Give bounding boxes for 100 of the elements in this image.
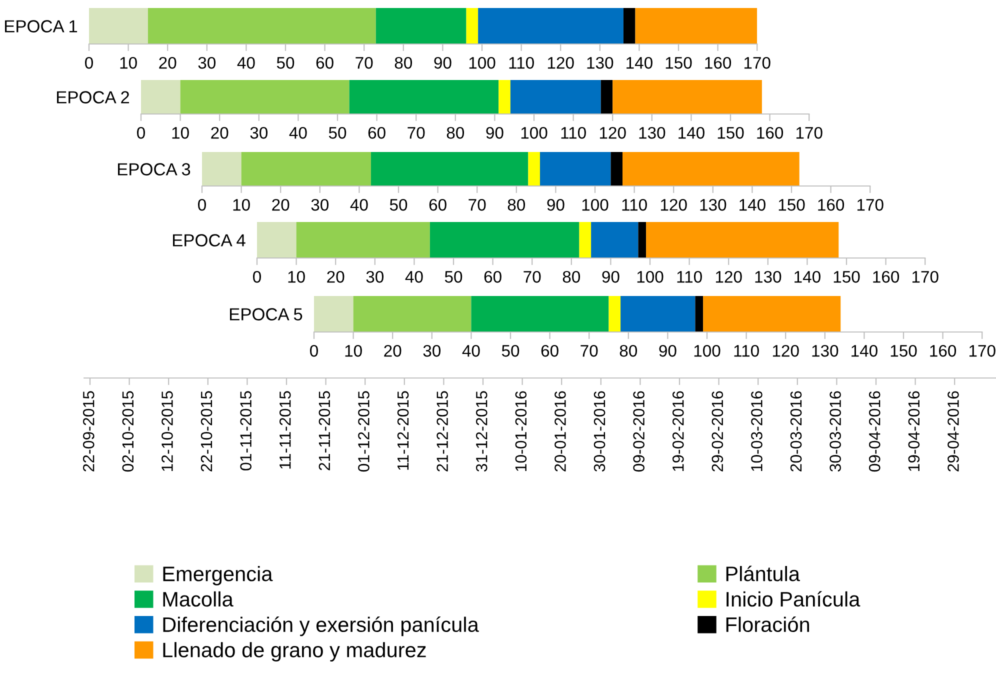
bar [466, 8, 478, 44]
bar [241, 152, 371, 186]
category-label: 12-10-2015 [162, 391, 173, 471]
category-label: 11-12-2015 [397, 391, 409, 470]
x-tick-label: 90 [547, 198, 564, 211]
bar [703, 296, 841, 332]
bar [622, 152, 800, 186]
x-tick-label: 130 [587, 56, 614, 69]
x-tick-label: 50 [390, 198, 408, 211]
x-tick-label: 130 [700, 198, 726, 211]
x-tick-label: 20 [384, 344, 402, 357]
bar [148, 8, 376, 44]
category-label: 10-03-2016 [751, 391, 762, 471]
x-tick-label: 10 [345, 344, 362, 357]
category-label: 29-02-2016 [712, 391, 724, 472]
x-tick-label: 40 [405, 270, 423, 283]
x-tick-label: 170 [796, 126, 822, 139]
x-tick-label: 170 [912, 270, 938, 283]
bar [612, 80, 762, 114]
x-tick-label: 50 [276, 56, 294, 69]
x-tick-label: 160 [930, 344, 956, 357]
bar [540, 152, 611, 186]
x-tick-label: 10 [172, 126, 189, 139]
legend-label: Diferenciación y exersión panícula [163, 616, 479, 636]
x-tick-label: 0 [310, 344, 318, 357]
x-tick-label: 130 [812, 344, 838, 357]
x-tick-label: 50 [502, 344, 520, 357]
bar [600, 80, 613, 114]
x-tick-label: 120 [772, 344, 799, 357]
bar [695, 296, 704, 332]
category-label: 01-12-2015 [358, 391, 370, 472]
x-tick-label: 110 [622, 198, 647, 211]
x-tick-label: 100 [582, 198, 608, 211]
legend-label: Macolla [163, 591, 234, 607]
x-tick-label: 150 [890, 344, 917, 357]
x-tick-label: 60 [368, 126, 386, 139]
x-tick-label: 160 [757, 126, 784, 139]
x-tick-label: 170 [857, 198, 884, 211]
x-tick-label: 120 [600, 126, 626, 139]
x-tick-label: 100 [637, 270, 664, 283]
bar [610, 152, 623, 186]
bar [314, 296, 354, 332]
x-tick-label: 100 [694, 344, 720, 357]
x-tick-label: 30 [366, 270, 384, 283]
legend-label: Inicio Panícula [726, 591, 860, 607]
bar [296, 222, 430, 258]
x-tick-label: 70 [408, 126, 425, 139]
bar [579, 222, 592, 258]
bar [635, 8, 758, 44]
bar [623, 8, 636, 44]
x-tick-label: 60 [541, 344, 558, 357]
x-tick-label: 60 [316, 56, 334, 69]
x-tick-label: 20 [211, 126, 228, 139]
x-tick-label: 40 [237, 56, 255, 69]
category-label: 19-02-2016 [672, 391, 684, 471]
category-label: 20-01-2016 [554, 391, 566, 472]
x-tick-label: 170 [969, 344, 996, 357]
bar [528, 152, 540, 186]
x-tick-label: 70 [356, 56, 373, 69]
x-tick-label: 70 [580, 344, 598, 357]
x-tick-label: 100 [469, 56, 496, 69]
category-label: 31-12-2015 [476, 391, 488, 472]
x-tick-label: 30 [250, 126, 268, 139]
x-tick-label: 80 [620, 344, 638, 357]
x-tick-label: 70 [468, 198, 486, 211]
category-label: 02-10-2015 [122, 391, 134, 472]
x-tick-label: 0 [253, 270, 261, 283]
x-tick-label: 140 [740, 198, 766, 211]
bar [608, 296, 621, 332]
legend-label: Llenado de grano y madurez [163, 642, 426, 662]
x-tick-label: 60 [429, 198, 446, 211]
x-tick-label: 170 [744, 56, 770, 69]
x-tick-label: 110 [734, 344, 759, 357]
x-tick-label: 90 [486, 126, 504, 139]
x-tick-label: 140 [626, 56, 652, 69]
x-tick-label: 50 [328, 126, 346, 139]
x-tick-label: 140 [794, 270, 820, 283]
category-label: 29-04-2016 [948, 391, 959, 472]
x-tick-label: 130 [639, 126, 666, 139]
x-tick-label: 30 [198, 56, 216, 69]
x-tick-label: 90 [659, 344, 676, 357]
x-tick-label: 10 [120, 56, 137, 69]
x-tick-label: 120 [548, 56, 574, 69]
x-tick-label: 120 [716, 270, 742, 283]
x-tick-label: 30 [311, 198, 329, 211]
x-tick-label: 130 [755, 270, 782, 283]
x-tick-label: 80 [394, 56, 412, 69]
x-tick-label: 160 [705, 56, 732, 69]
x-tick-label: 120 [660, 198, 687, 211]
x-tick-label: 20 [327, 270, 344, 283]
category-label: 21-12-2015 [436, 391, 448, 472]
x-tick-label: 10 [233, 198, 250, 211]
bar [141, 80, 180, 114]
bar [349, 80, 499, 114]
bar [89, 8, 148, 44]
category-label: 20-03-2016 [790, 391, 802, 472]
x-tick-label: 30 [423, 344, 441, 357]
x-tick-label: 0 [198, 198, 206, 211]
bar [620, 296, 696, 332]
legend-label: Emergencia [163, 566, 273, 586]
